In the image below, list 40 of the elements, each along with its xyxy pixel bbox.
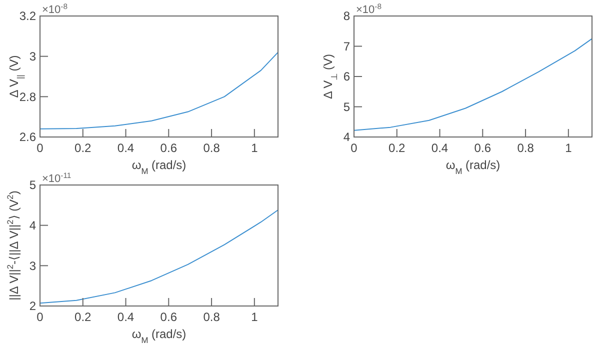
y-tick-label: 2.6 bbox=[19, 130, 36, 144]
x-tick-label: 1 bbox=[251, 310, 258, 324]
y-tick-label: 3.2 bbox=[19, 9, 36, 24]
x-tick-label: 0 bbox=[36, 310, 44, 324]
line-series bbox=[354, 38, 592, 131]
x-tick-label: 1 bbox=[565, 141, 572, 155]
y-tick-label: 4 bbox=[343, 130, 350, 144]
x-tick-label: 0.2 bbox=[388, 141, 406, 155]
x-tick-label: 0.8 bbox=[203, 141, 220, 155]
y-tick-label: 7 bbox=[343, 39, 350, 54]
line-series bbox=[40, 52, 278, 130]
x-tick-label: 0 bbox=[350, 141, 358, 155]
x-axis-title: ω$_{M}$ (rad/s) bbox=[132, 158, 186, 176]
y-tick-label: 8 bbox=[343, 9, 350, 24]
y-tick-label: 6 bbox=[343, 70, 350, 84]
y-tick-label: 5 bbox=[29, 178, 36, 192]
x-tick-label: 0.2 bbox=[74, 141, 92, 155]
y-tick-label: 3 bbox=[29, 258, 36, 273]
x-tick-label: 0.8 bbox=[517, 141, 534, 155]
y-tick-label: 2 bbox=[29, 299, 36, 314]
x-tick-label: 0.4 bbox=[431, 141, 448, 155]
x-tick-label: 0.4 bbox=[117, 310, 134, 324]
x-tick-label: 0.6 bbox=[160, 141, 178, 155]
x-tick-label: 0.4 bbox=[117, 141, 134, 155]
x-tick-label: 0.6 bbox=[160, 310, 178, 324]
y-tick-label: 2.8 bbox=[19, 90, 36, 104]
y-tick-label: 5 bbox=[343, 100, 350, 114]
text: ×10$^{-11}$ bbox=[42, 170, 72, 185]
x-axis-title: ω$_{M}$ (rad/s) bbox=[446, 158, 500, 176]
y-tick-label: 4 bbox=[29, 218, 36, 233]
text: ×10$^{-8}$ bbox=[42, 2, 68, 16]
x-tick-label: 0.2 bbox=[74, 310, 92, 324]
line-series bbox=[40, 210, 278, 304]
x-tick-label: 0 bbox=[36, 141, 44, 155]
x-axis-title: ω$_{M}$ (rad/s) bbox=[132, 327, 186, 345]
annotation: ×10$^{-8}$ bbox=[356, 2, 382, 16]
x-tick-label: 0.6 bbox=[474, 141, 492, 155]
x-tick-label: 0.8 bbox=[203, 310, 220, 324]
x-tick-label: 1 bbox=[251, 141, 258, 155]
y-tick-label: 3 bbox=[29, 50, 36, 64]
